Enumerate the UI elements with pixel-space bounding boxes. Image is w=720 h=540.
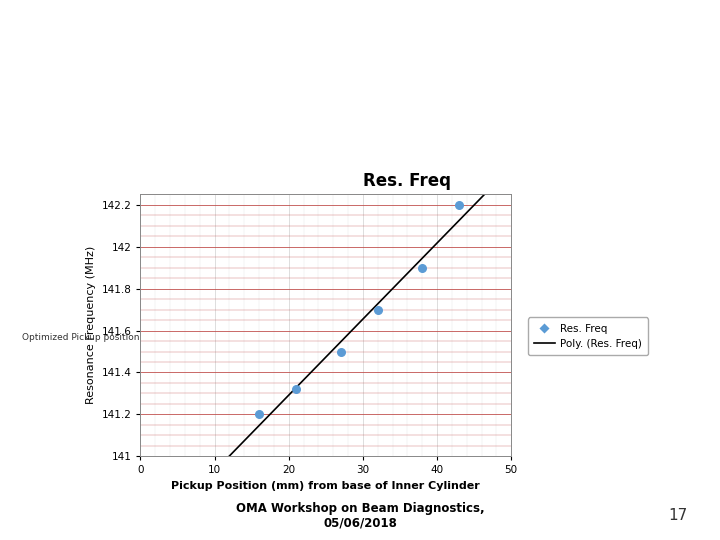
Poly. (Res. Freq) [357,318,366,324]
Res. Freq [416,264,428,272]
Poly. (Res. Freq) [356,319,364,326]
Y-axis label: Resonance Frequency (MHz): Resonance Frequency (MHz) [86,246,96,404]
Res. Freq [335,347,346,356]
Text: OMA Workshop on Beam Diagnostics,
05/06/2018: OMA Workshop on Beam Diagnostics, 05/06/… [235,502,485,530]
Res. Freq [253,410,265,418]
Poly. (Res. Freq) [363,311,372,318]
Poly. (Res. Freq) [507,164,516,170]
Res. Freq [454,200,465,209]
Poly. (Res. Freq) [472,199,481,206]
Text: Res. Freq: Res. Freq [363,172,451,190]
Poly. (Res. Freq) [449,224,457,230]
Line: Poly. (Res. Freq): Poly. (Res. Freq) [140,167,511,540]
Text: Optimized Pickup position: Optimized Pickup position [22,333,139,342]
Text: Resonance Frequency Vs Pickup Position: Resonance Frequency Vs Pickup Position [225,124,546,138]
Res. Freq [372,305,384,314]
Legend: Res. Freq, Poly. (Res. Freq): Res. Freq, Poly. (Res. Freq) [528,318,648,355]
Text: 17: 17 [668,508,688,523]
Res. Freq [290,385,302,394]
X-axis label: Pickup Position (mm) from base of Inner Cylinder: Pickup Position (mm) from base of Inner … [171,481,480,491]
